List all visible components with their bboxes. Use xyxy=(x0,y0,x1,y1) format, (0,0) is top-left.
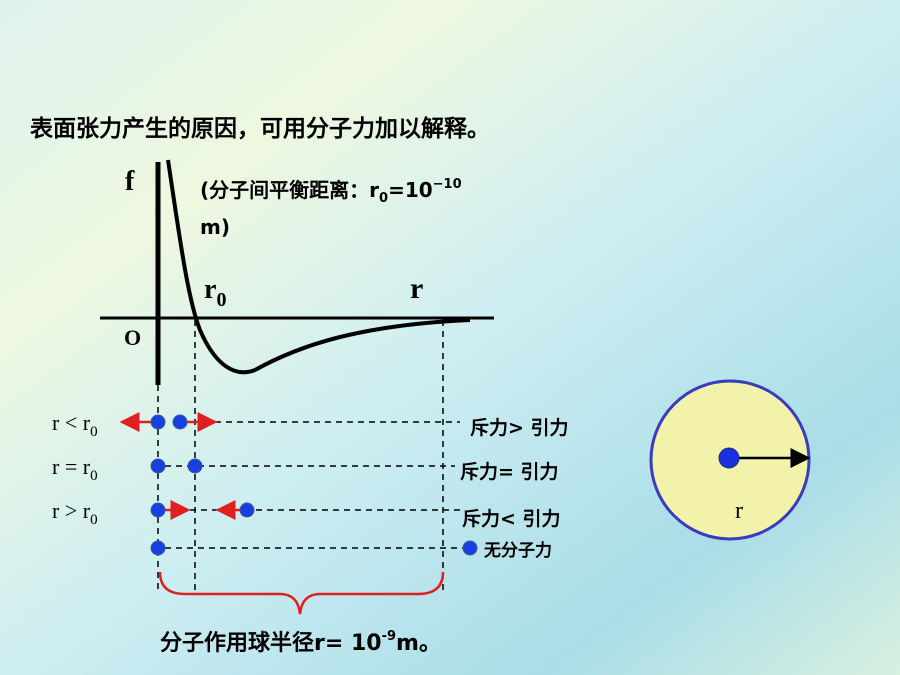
case-left: r > r0 xyxy=(52,498,98,528)
case-left-sub: 0 xyxy=(90,468,98,484)
heading: 表面张力产生的原因，可用分子力加以解释。 xyxy=(30,115,490,142)
guides xyxy=(157,320,465,590)
r-label: r xyxy=(410,272,423,305)
note-sub: 0 xyxy=(379,191,388,206)
note-prefix: (分子间平衡距离： xyxy=(200,178,369,202)
origin-label: O xyxy=(124,325,141,350)
case-result: 斥力= 引力 xyxy=(460,460,559,483)
case-result: 斥力> 引力 xyxy=(470,416,569,439)
case-left: r < r0 xyxy=(52,410,98,440)
note-exp: −10 xyxy=(433,177,462,192)
case-left-sub: 0 xyxy=(90,512,98,528)
case-left-sub: 0 xyxy=(90,424,98,440)
case-left-text: r > r xyxy=(52,498,91,523)
radius-suffix: m。 xyxy=(396,631,441,656)
radius-prefix: 分子作用球半径r= 10 xyxy=(160,630,382,656)
note-unit: m) xyxy=(200,215,230,239)
r0-label: r0 xyxy=(204,274,226,311)
force-curve xyxy=(166,159,471,375)
case-left: r = r0 xyxy=(52,454,98,484)
case-result: 无分子力 xyxy=(483,540,552,561)
center-molecule xyxy=(718,447,740,469)
molecules xyxy=(119,412,478,556)
case-labels: r < r0 r = r0 r > r0 xyxy=(52,410,98,528)
brace xyxy=(158,571,445,615)
f-label: f xyxy=(125,166,135,197)
r0-base: r xyxy=(204,274,216,305)
case-results: 斥力> 引力 斥力= 引力 斥力< 引力 无分子力 xyxy=(460,416,569,561)
note-symbol: r xyxy=(369,178,379,202)
note-eq: =10 xyxy=(388,178,433,202)
r0-sub: 0 xyxy=(216,289,226,311)
case-result: 斥力< 引力 xyxy=(462,507,561,530)
case-left-text: r = r xyxy=(52,454,91,479)
case-left-text: r < r xyxy=(52,410,91,435)
radius-label: 分子作用球半径r= 10-9m。 xyxy=(160,629,441,656)
note: (分子间平衡距离：r0=10−10 xyxy=(200,177,462,206)
radius-exp: -9 xyxy=(382,629,396,644)
circle-label: r xyxy=(735,498,743,524)
